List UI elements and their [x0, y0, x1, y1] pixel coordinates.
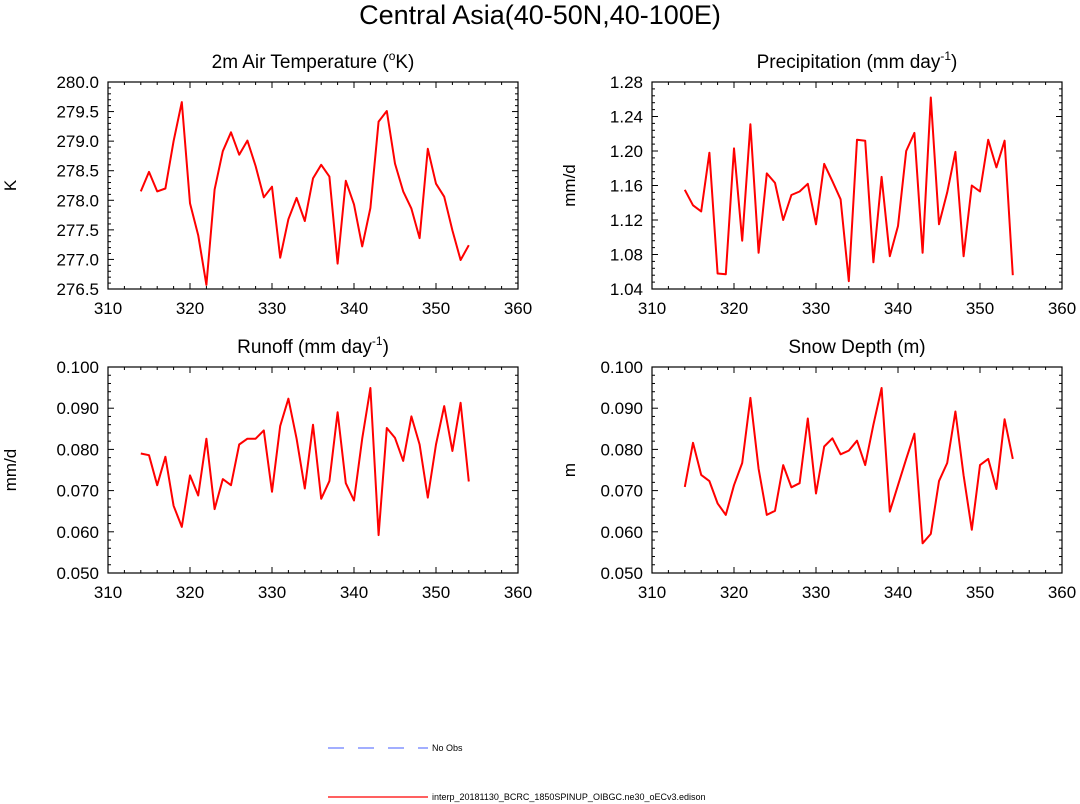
x-tick-label: 360 [1048, 299, 1076, 318]
y-tick-label: 0.100 [56, 358, 99, 377]
x-tick-label: 310 [638, 299, 666, 318]
chart-panel-3: 310 320 330 340 350 360 0.050 0.060 0.070 0.080 0.… [1, 334, 532, 602]
y-tick-label: 278.5 [56, 162, 99, 181]
y-tick-label: 0.070 [600, 482, 643, 501]
series-line-1 [140, 387, 470, 537]
y-tick-label: 279.0 [56, 132, 99, 151]
x-tick-label: 310 [94, 583, 122, 602]
panels-group: 310 320 330 340 350 360 276.5 277.0 277.5 278.0 27… [1, 49, 1076, 602]
x-tick-label: 330 [258, 583, 286, 602]
x-tick-label: 350 [422, 583, 450, 602]
figure-title: Central Asia(40-50N,40-100E) [359, 0, 721, 30]
y-tick-label: 0.080 [56, 440, 99, 459]
x-tick-label: 360 [504, 299, 532, 318]
plot-frame [107, 366, 519, 574]
x-tick-label: 350 [966, 583, 994, 602]
series-line-1 [139, 101, 470, 286]
x-tick-label: 340 [884, 299, 912, 318]
x-tick-label: 320 [720, 583, 748, 602]
x-tick-label: 330 [802, 583, 830, 602]
y-tick-label: 278.0 [56, 191, 99, 210]
y-tick-label: 0.060 [56, 523, 99, 542]
x-tick-label: 360 [1048, 583, 1076, 602]
x-tick-label: 320 [176, 583, 204, 602]
y-tick-label: 1.08 [610, 246, 643, 265]
y-tick-label: 279.5 [56, 103, 99, 122]
y-tick-label: 0.050 [600, 564, 643, 583]
y-axis-label: m [560, 463, 579, 477]
y-tick-label: 1.20 [610, 142, 643, 161]
x-tick-label: 340 [340, 299, 368, 318]
y-tick-label: 1.12 [610, 211, 643, 230]
y-tick-label: 280.0 [56, 73, 99, 92]
x-tick-label: 330 [802, 299, 830, 318]
series-line-1 [683, 96, 1014, 283]
x-tick-label: 310 [94, 299, 122, 318]
y-tick-label: 0.060 [600, 523, 643, 542]
x-tick-label: 320 [720, 299, 748, 318]
y-tick-label: 277.5 [56, 221, 99, 240]
y-tick-label: 276.5 [56, 280, 99, 299]
y-tick-label: 0.070 [56, 482, 99, 501]
x-tick-label: 340 [884, 583, 912, 602]
x-tick-label: 350 [422, 299, 450, 318]
series-line-1 [683, 387, 1014, 545]
y-tick-label: 1.28 [610, 73, 643, 92]
x-tick-label: 350 [966, 299, 994, 318]
y-axis-label: mm/d [560, 164, 579, 207]
legend-obs-label: No Obs [432, 743, 463, 753]
panel-title: Precipitation (mm day-1) [757, 49, 958, 73]
y-tick-label: 0.100 [600, 358, 643, 377]
legend-model-label: interp_20181130_BCRC_1850SPINUP_OIBGC.ne… [432, 792, 706, 802]
y-axis-label: mm/d [1, 449, 20, 492]
x-tick-label: 340 [340, 583, 368, 602]
x-tick-label: 330 [258, 299, 286, 318]
chart-panel-2: 310 320 330 340 350 360 1.04 1.08 1.12 1.16 1.20 1.… [560, 49, 1076, 318]
panel-title: Runoff (mm day-1) [237, 334, 389, 358]
chart-panel-4: 310 320 330 340 350 360 0.050 0.060 0.070 0.080 0.… [560, 337, 1076, 602]
y-tick-label: 1.16 [610, 177, 643, 196]
chart-panel-1: 310 320 330 340 350 360 276.5 277.0 277.5 278.0 27… [1, 49, 532, 318]
plot-frame [651, 366, 1063, 574]
plot-frame [107, 81, 519, 290]
panel-title: Snow Depth (m) [788, 337, 925, 358]
y-axis-label: K [1, 179, 20, 191]
y-tick-label: 0.090 [56, 399, 99, 418]
y-tick-label: 0.090 [600, 399, 643, 418]
legend: No Obs interp_20181130_BCRC_1850SPINUP_O… [328, 743, 706, 802]
plot-frame [651, 81, 1063, 290]
y-tick-label: 1.04 [610, 280, 643, 299]
y-tick-label: 0.050 [56, 564, 99, 583]
x-tick-label: 360 [504, 583, 532, 602]
x-tick-label: 310 [638, 583, 666, 602]
panel-title: 2m Air Temperature (oK) [212, 49, 415, 73]
x-tick-label: 320 [176, 299, 204, 318]
y-tick-label: 0.080 [600, 440, 643, 459]
y-tick-label: 277.0 [56, 250, 99, 269]
y-tick-label: 1.24 [610, 108, 643, 127]
